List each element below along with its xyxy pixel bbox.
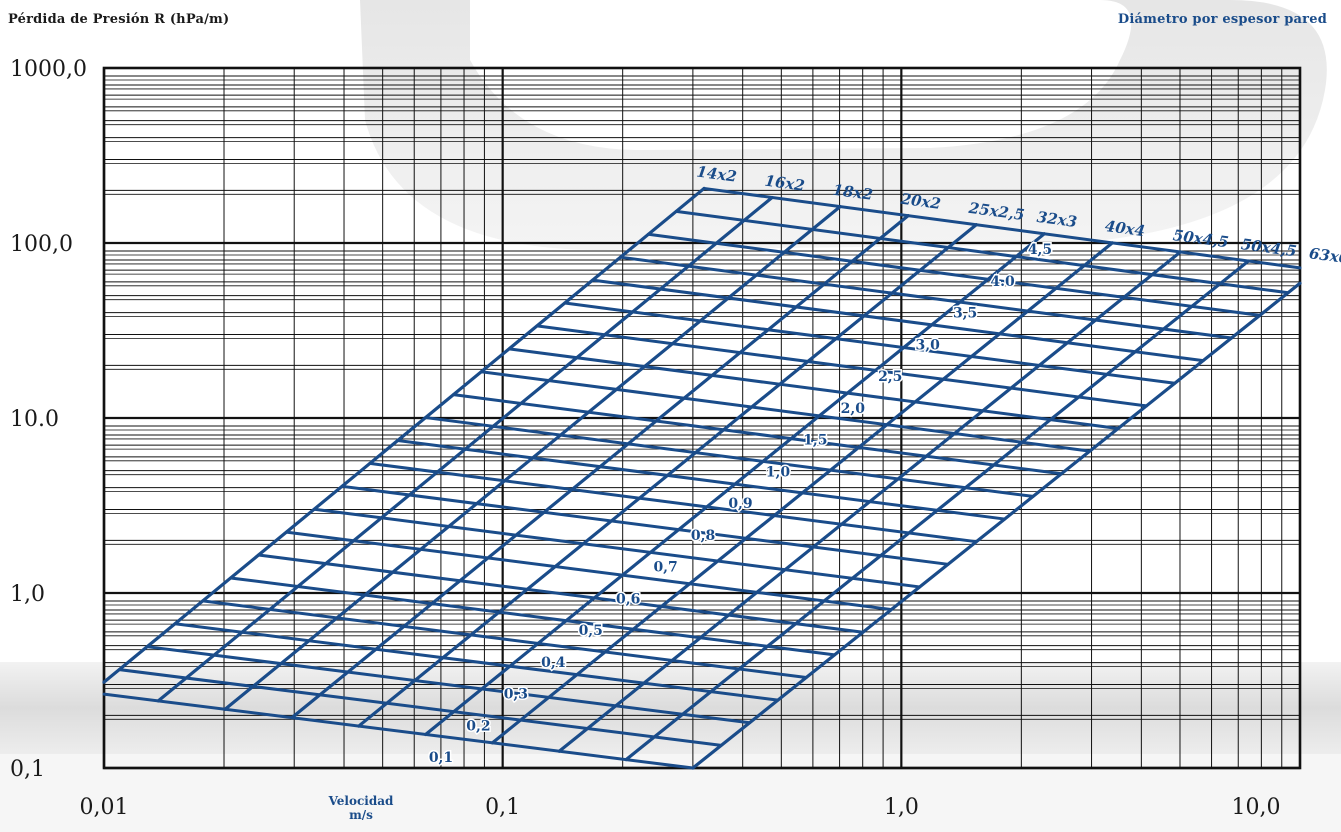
pipe-size-label: 50x4,5 bbox=[1172, 226, 1230, 251]
velocity-value-label: 0,5 bbox=[579, 623, 603, 639]
x-tick-label: 10,0 bbox=[1232, 795, 1281, 820]
velocity-line bbox=[173, 622, 780, 702]
velocity-labels: 0,1 0,2 0,3 0,4 0,5 0,6 0,7 0,8 0,9 1,0 1,5 2,0 2,5 3… bbox=[427, 241, 1053, 768]
velocity-value-label: 0,2 bbox=[466, 718, 490, 734]
velocity-line bbox=[507, 347, 1120, 431]
velocity-line bbox=[145, 645, 752, 725]
velocity-line bbox=[340, 484, 950, 566]
velocity-line bbox=[257, 553, 865, 634]
pipe-size-label: 16x2 bbox=[764, 172, 806, 195]
y-tick-label: 1,0 bbox=[10, 582, 45, 607]
velocity-value-label: 0,3 bbox=[504, 687, 528, 703]
velocity-value-label: 0,9 bbox=[728, 496, 752, 512]
velocity-line bbox=[563, 301, 1177, 385]
x-tick-label: 0,1 bbox=[485, 795, 520, 820]
y-tick-label: 100,0 bbox=[10, 232, 73, 257]
y-tick-label: 10.0 bbox=[10, 407, 59, 432]
velocity-value-label: 2,5 bbox=[878, 369, 902, 385]
velocity-line bbox=[229, 576, 837, 657]
velocity-line bbox=[117, 668, 723, 747]
pipe-size-label: 20x2 bbox=[899, 190, 942, 213]
pipe-size-label: 50x4,5 bbox=[1240, 235, 1298, 260]
y-tick-label: 1000,0 bbox=[10, 57, 87, 82]
velocity-line bbox=[312, 507, 922, 589]
plot-frame bbox=[102, 66, 1302, 770]
velocity-value-label: 2,0 bbox=[841, 401, 866, 417]
pipe-size-label: 18x2 bbox=[832, 181, 874, 204]
pipe-size-label: 40x4 bbox=[1104, 217, 1146, 240]
velocity-value-label: 0,4 bbox=[541, 655, 566, 671]
velocity-line bbox=[702, 186, 1302, 270]
y-axis-title: Pérdida de Presión R (hPa/m) bbox=[8, 12, 230, 27]
pipe-size-label: 63x6 bbox=[1308, 244, 1341, 267]
velocity-value-label: 1,5 bbox=[803, 433, 827, 449]
velocity-label: Velocidad bbox=[328, 794, 394, 808]
pipe-size-title: Diámetro por espesor pared bbox=[1117, 12, 1327, 27]
velocity-line bbox=[591, 278, 1205, 363]
velocity-line bbox=[479, 370, 1092, 453]
velocity-line bbox=[424, 416, 1035, 498]
velocity-value-label: 3,0 bbox=[916, 337, 941, 353]
velocity-line bbox=[201, 599, 808, 679]
velocity-value-label: 1,0 bbox=[766, 464, 791, 480]
y-tick-label: 0,1 bbox=[10, 757, 45, 782]
velocity-value-label: 0,7 bbox=[653, 560, 677, 576]
velocity-line bbox=[451, 393, 1063, 476]
velocity-value-label: 0,8 bbox=[691, 528, 715, 544]
pipe-size-label: 25x2,5 bbox=[967, 199, 1026, 224]
velocity-line bbox=[646, 232, 1262, 317]
x-tick-label: 0,01 bbox=[80, 795, 129, 820]
pipe-nomogram bbox=[102, 186, 1302, 770]
velocity-value-label: 3,5 bbox=[953, 306, 977, 322]
velocity-value-label: 0,1 bbox=[429, 750, 453, 766]
velocity-unit: m/s bbox=[349, 808, 373, 822]
velocity-line bbox=[284, 530, 893, 612]
velocity-value-label: 4.0 bbox=[990, 274, 1015, 290]
velocity-line bbox=[368, 461, 978, 544]
velocity-line bbox=[396, 438, 1007, 521]
axis-tick-labels: 0,1 1,0 10.0 100,0 1000,0 0,01 0,1 1,0 10,0 bbox=[10, 57, 1280, 820]
x-tick-label: 1,0 bbox=[884, 795, 919, 820]
pipe-size-labels: 14x2 16x2 18x2 20x2 25x2,5 32x3 40x4 50x4,5 50x4… bbox=[696, 163, 1341, 268]
velocity-value-label: 0,6 bbox=[616, 591, 640, 607]
velocity-line bbox=[102, 692, 695, 770]
pipe-size-line bbox=[691, 281, 1302, 770]
pipe-size-label: 32x3 bbox=[1036, 208, 1078, 231]
velocity-axis-label: Velocidad m/s bbox=[306, 794, 416, 822]
velocity-line bbox=[619, 255, 1233, 340]
velocity-line bbox=[674, 209, 1290, 295]
pipe-size-label: 14x2 bbox=[696, 163, 738, 186]
velocity-line bbox=[535, 324, 1148, 408]
velocity-value-label: 4,5 bbox=[1028, 242, 1052, 258]
